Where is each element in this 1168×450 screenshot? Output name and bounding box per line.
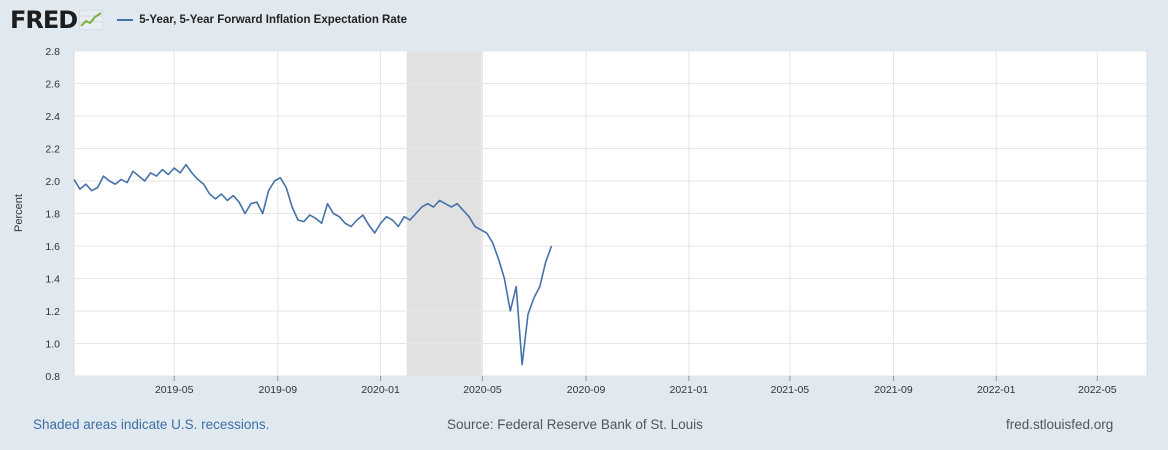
- fred-logo[interactable]: FRED: [10, 6, 78, 34]
- x-tick-label-5: 2021-01: [670, 384, 709, 396]
- y-tick-label-6: 2.0: [45, 176, 60, 188]
- y-tick-label-8: 2.4: [45, 111, 60, 123]
- y-tick-label-0: 0.8: [45, 371, 60, 383]
- site-link[interactable]: fred.stlouisfed.org: [1006, 417, 1114, 432]
- chart-legend[interactable]: 5-Year, 5-Year Forward Inflation Expecta…: [117, 14, 407, 26]
- series-line-0[interactable]: [73, 163, 553, 366]
- y-tick-label-7: 2.2: [45, 144, 60, 156]
- y-axis-title: Percent: [13, 194, 25, 232]
- y-tick-labels-group: 0.8 1.0 1.2 1.4 1.6 1.8 2.0 2.2 2.4 2.6 2.8: [45, 46, 60, 383]
- x-tick-label-6: 2021-05: [771, 384, 810, 396]
- source-text: Source: Federal Reserve Bank of St. Loui…: [447, 417, 703, 432]
- legend-series-label: 5-Year, 5-Year Forward Inflation Expecta…: [139, 14, 407, 26]
- x-tick-label-4: 2020-09: [567, 384, 606, 396]
- series-group: [73, 163, 553, 366]
- line-chart[interactable]: 0.8 1.0 1.2 1.4 1.6 1.8 2.0 2.2 2.4 2.6 2.8 2019-0…: [0, 0, 1168, 410]
- y-tick-label-4: 1.6: [45, 241, 60, 253]
- legend-swatch: [117, 19, 134, 21]
- y-tick-label-1: 1.0: [45, 339, 60, 351]
- x-tick-label-0: 2019-05: [155, 384, 194, 396]
- x-tick-label-3: 2020-05: [463, 384, 502, 396]
- y-tick-label-3: 1.4: [45, 274, 60, 286]
- x-tick-label-1: 2019-09: [259, 384, 298, 396]
- chart-header: FRED 5-Year, 5-Year Forward Inflation Ex…: [10, 6, 407, 34]
- x-tick-label-2: 2020-01: [361, 384, 400, 396]
- gridlines-group: [74, 50, 1147, 381]
- x-tick-labels-group: 2019-05 2019-09 2020-01 2020-05 2020-09 2021-…: [155, 384, 1117, 396]
- recession-note-link[interactable]: Shaded areas indicate U.S. recessions.: [33, 417, 270, 432]
- fred-trend-graph-icon: [79, 10, 104, 30]
- x-tick-label-9: 2022-05: [1078, 384, 1117, 396]
- y-tick-label-5: 1.8: [45, 209, 60, 221]
- y-tick-label-9: 2.6: [45, 79, 60, 91]
- y-tick-label-10: 2.8: [45, 46, 60, 58]
- x-tick-label-8: 2022-01: [977, 384, 1016, 396]
- x-tick-label-7: 2021-09: [874, 384, 913, 396]
- y-tick-label-2: 1.2: [45, 306, 60, 318]
